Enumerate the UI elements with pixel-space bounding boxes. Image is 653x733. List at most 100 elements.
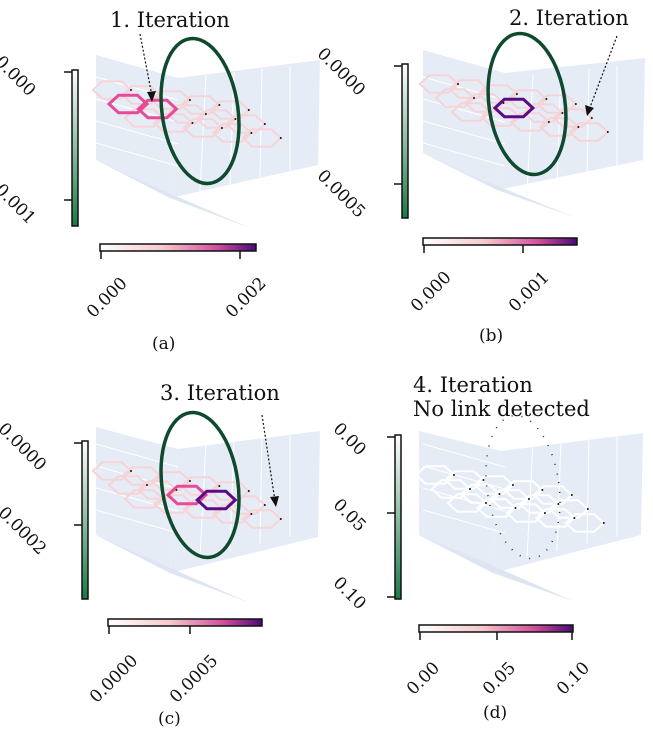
lattice-node (473, 97, 475, 99)
panel-b: 2. Iteration 0.0000 0.0005 0.000 0.001 (… (313, 0, 653, 366)
grid-line (199, 74, 207, 192)
grid-line (556, 71, 562, 185)
lattice-hex (241, 128, 283, 148)
lattice-node (482, 479, 485, 481)
lattice-hex (534, 508, 576, 528)
hex-lattice (91, 80, 283, 148)
lattice-hex (564, 513, 606, 533)
lattice-hex (475, 498, 517, 518)
lattice-hex (505, 503, 547, 523)
lattice-hex (182, 499, 224, 519)
lattice-hex (182, 118, 224, 138)
panel-caption: (a) (152, 334, 176, 354)
vertical-colorbar (394, 63, 409, 219)
lattice-hex (91, 80, 133, 100)
arrow-annotation (585, 35, 618, 116)
lattice-node (545, 98, 548, 100)
lattice-node (606, 131, 609, 133)
lattice-hex (568, 122, 610, 142)
lattice-node (188, 99, 191, 101)
lattice-hex (450, 102, 492, 122)
lattice-node (188, 480, 191, 482)
panel-title: 2. Iteration (509, 6, 629, 30)
panel-caption: (b) (479, 326, 504, 346)
lattice-hex (91, 461, 133, 481)
grid-line (422, 142, 506, 167)
lattice-node (218, 104, 221, 106)
vertical-colorbar (64, 69, 79, 227)
lattice-node (541, 489, 544, 491)
lattice-hex (492, 97, 536, 119)
lattice-hex (211, 123, 253, 143)
lattice-node (263, 123, 266, 125)
grid-line (95, 120, 179, 145)
ring (159, 410, 241, 560)
arrow-annotation (139, 33, 156, 102)
lattice-node (191, 122, 194, 124)
lattice-plot-b (394, 31, 645, 253)
lattice-hex (211, 504, 253, 524)
grid-line (422, 465, 506, 490)
axis-panes (96, 55, 320, 228)
hex-lattice (418, 74, 610, 142)
hex-lattice (414, 465, 606, 533)
panel-a: 1. Iteration 0.000 0.001 0.000 0.002 (a) (0, 0, 326, 366)
grid-lines (422, 66, 618, 192)
lattice-node (570, 494, 573, 496)
lattice-hex (106, 93, 150, 115)
lattice-node (247, 109, 250, 111)
lattice-node (561, 112, 564, 114)
lattice-hex (414, 465, 456, 485)
lattice-hex (136, 98, 179, 120)
ring (159, 36, 241, 186)
horizontal-colorbar (99, 243, 257, 259)
grid-line (422, 120, 506, 145)
grid-line (526, 441, 534, 559)
grid-line (259, 435, 263, 545)
lattice-node (577, 126, 580, 128)
lattice-hex (123, 108, 165, 128)
grid-line (95, 465, 179, 490)
lattice-hex (107, 475, 149, 495)
lattice-node (453, 474, 455, 476)
ring (485, 414, 561, 560)
lattice-hex (418, 74, 460, 94)
ring (486, 31, 568, 177)
lattice-node (146, 484, 148, 486)
vertical-colorbar (74, 440, 89, 600)
horizontal-colorbar (422, 237, 578, 253)
grid-line (556, 438, 562, 552)
lattice-node (250, 132, 253, 134)
lattice-node (527, 498, 530, 500)
lattice-node (250, 513, 253, 515)
lattice-hex (509, 112, 551, 132)
horizontal-colorbar (418, 624, 574, 640)
lattice-node (498, 493, 501, 495)
panel-caption: (c) (158, 709, 181, 729)
lattice-hex (479, 107, 521, 127)
grid-line (95, 142, 179, 167)
panel-title: 3. Iteration (160, 381, 280, 405)
lattice-node (218, 485, 221, 487)
lattice-node (586, 508, 589, 510)
lattice-node (234, 118, 237, 120)
grid-line (422, 443, 506, 468)
grid-line (422, 509, 506, 534)
lattice-plot-c (74, 410, 320, 634)
grid-line (422, 487, 506, 512)
lattice-plot-a (64, 33, 320, 259)
grid-line (259, 68, 263, 178)
lattice-node (547, 121, 550, 123)
panel-subtitle: No link detected (413, 397, 590, 421)
lattice-node (469, 488, 471, 490)
lattice-node (573, 517, 576, 519)
lattice-node (543, 512, 546, 514)
lattice-node (514, 507, 517, 509)
lattice-hex (434, 88, 476, 108)
lattice-plot-d (387, 414, 643, 640)
vertical-colorbar (387, 434, 402, 600)
panel-title: 4. Iteration (413, 373, 533, 397)
lattice-hex (446, 493, 488, 513)
lattice-node (220, 127, 223, 129)
lattice-node (485, 502, 487, 504)
